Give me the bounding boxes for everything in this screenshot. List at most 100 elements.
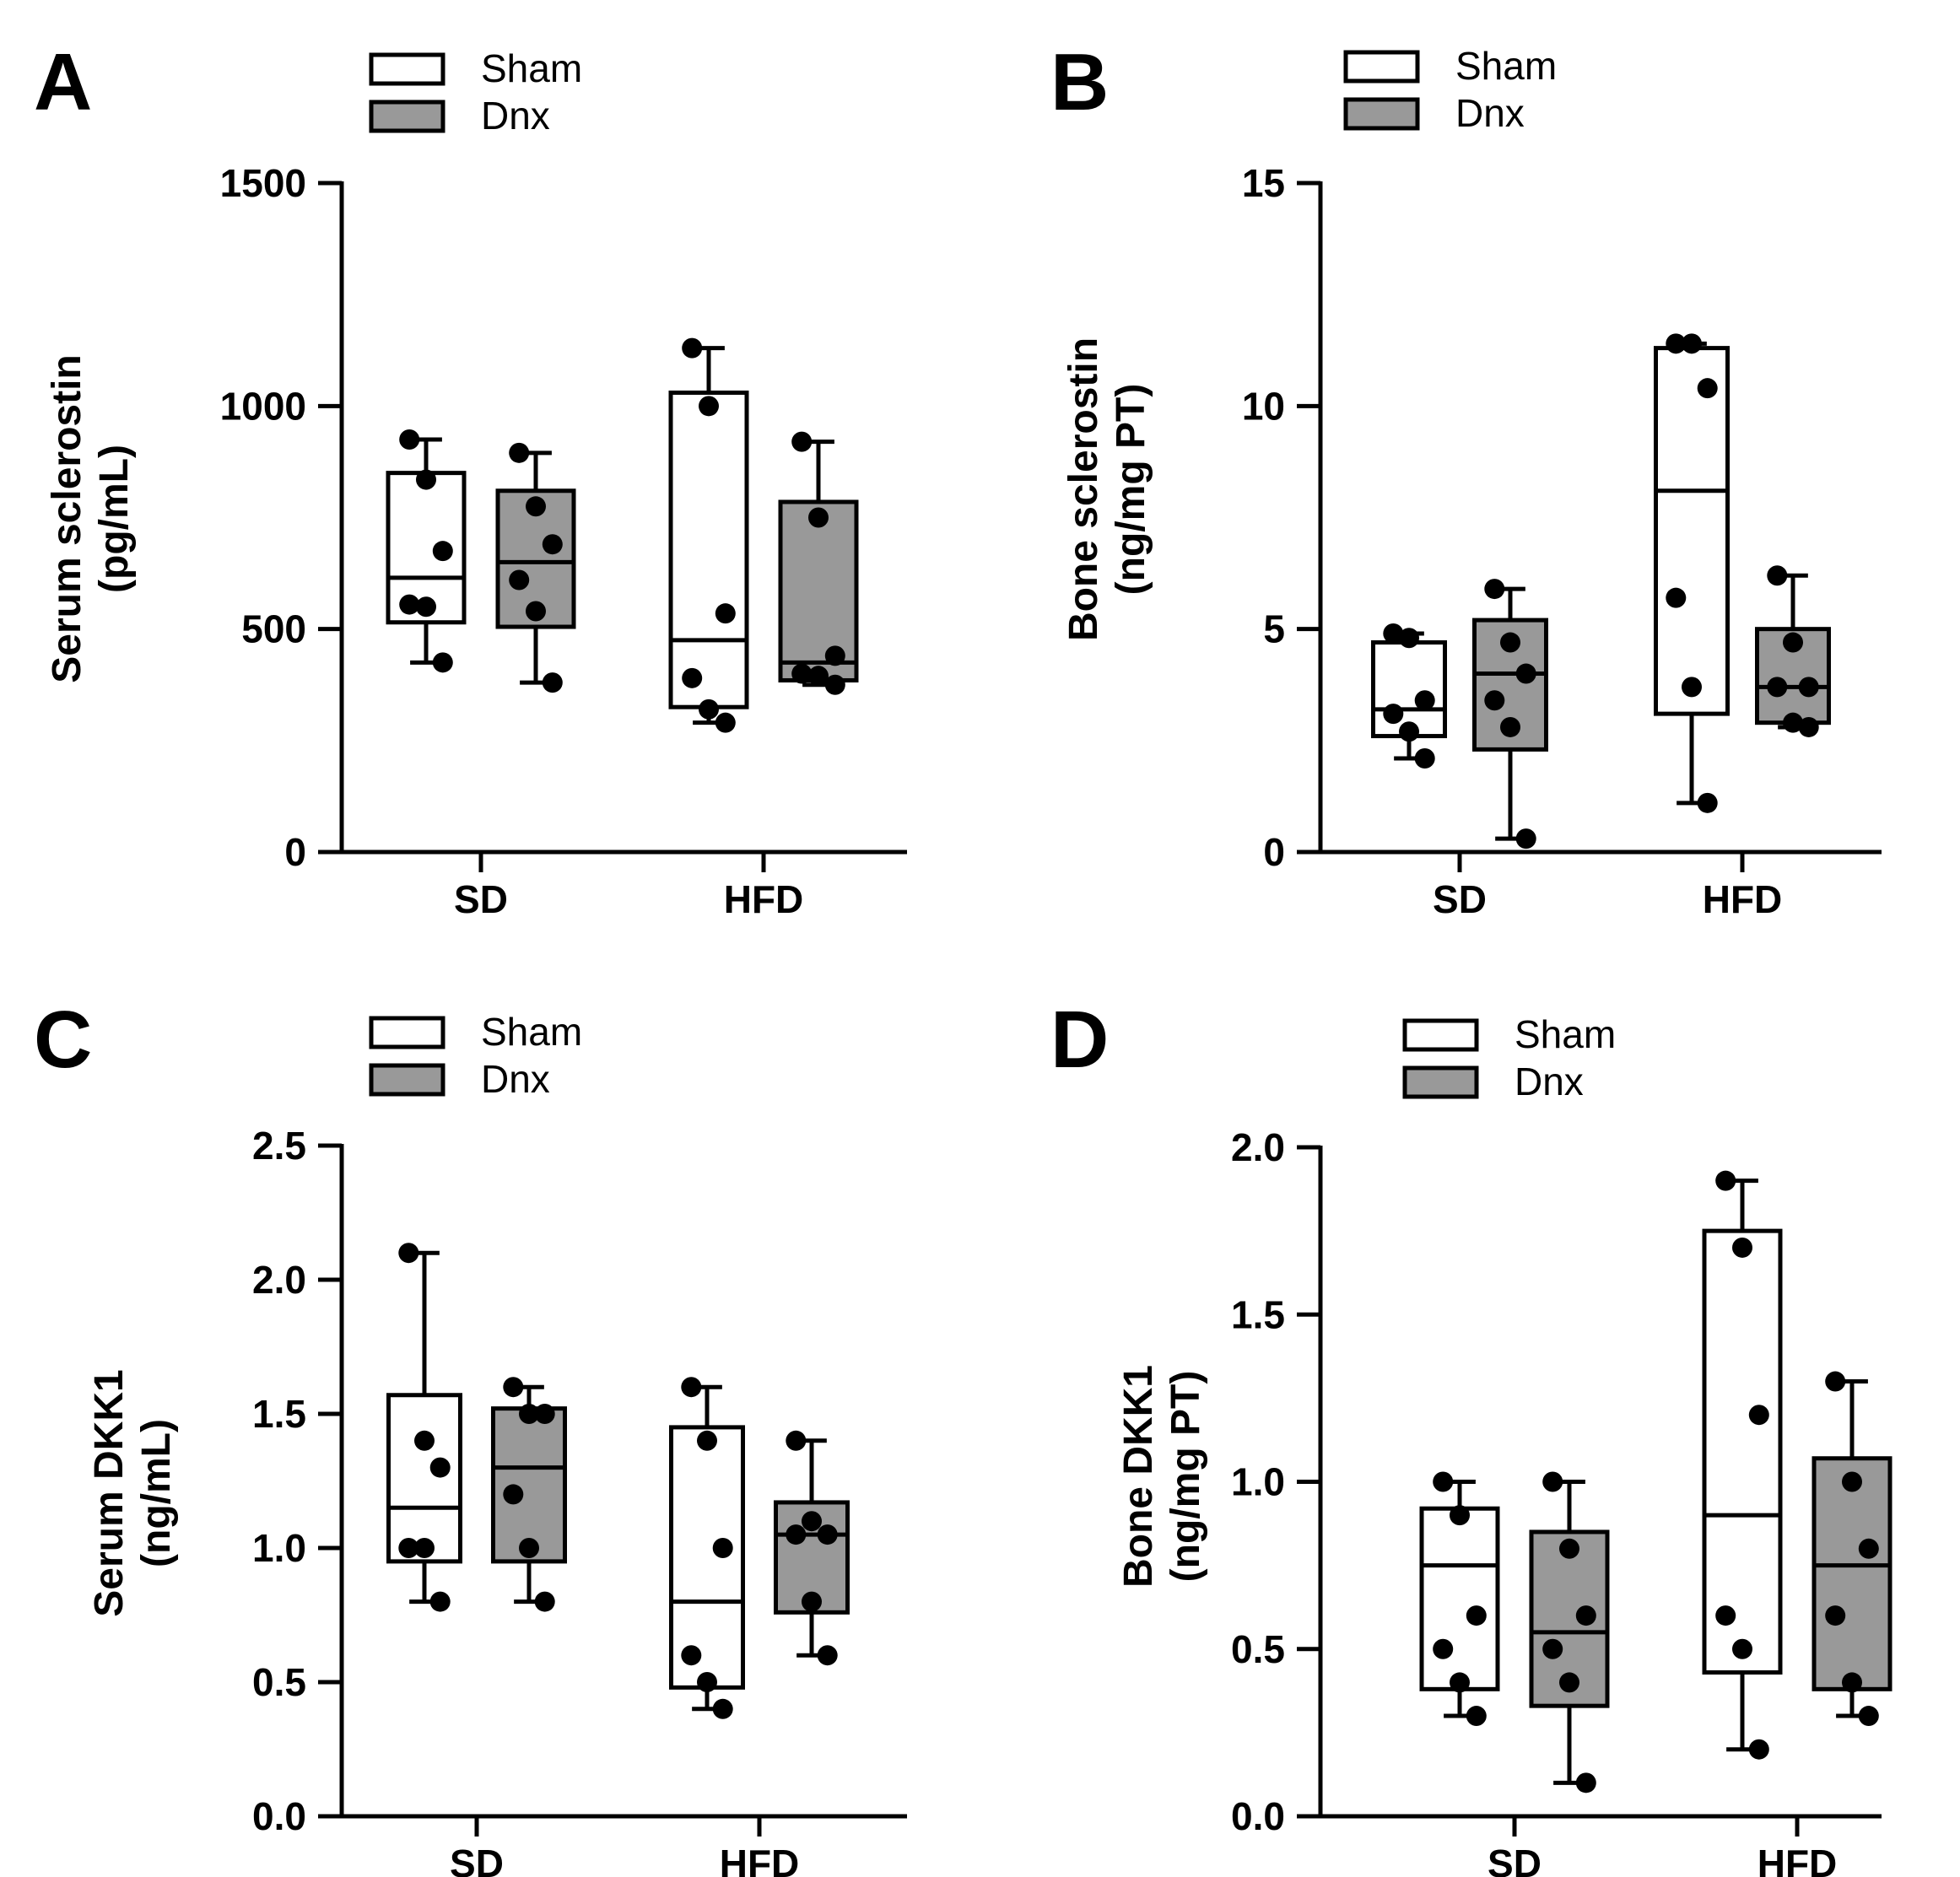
data-point [1858, 1538, 1879, 1559]
data-point [1399, 721, 1419, 742]
y-axis-title-line: (pg/mL) [92, 445, 137, 593]
data-point [1515, 663, 1536, 684]
y-axis-title-line: Bone DKK1 [1116, 1365, 1161, 1588]
y-tick-label: 0 [284, 830, 306, 874]
data-point [1383, 704, 1404, 725]
data-point [697, 1430, 717, 1451]
box-sham-sd [1419, 1471, 1500, 1727]
legend-swatch-sham [369, 1016, 445, 1049]
data-point [802, 1591, 822, 1612]
data-point [1732, 1638, 1752, 1659]
x-tick-label-hfd: HFD [720, 1842, 800, 1877]
data-point [1383, 623, 1404, 644]
y-axis-title: Serum sclerostin(pg/mL) [45, 354, 137, 682]
legend-label-dnx: Dnx [481, 1057, 550, 1101]
y-tick-label: 0.0 [252, 1794, 306, 1838]
legend-swatch-sham [1402, 1018, 1479, 1052]
x-tick-label-hfd: HFD [1703, 877, 1783, 921]
data-point [416, 469, 436, 490]
box-dnx-hfd [1812, 1371, 1893, 1727]
data-point [1500, 716, 1520, 737]
data-point [699, 698, 719, 720]
legend-label-sham: Sham [481, 46, 582, 90]
data-point [1858, 1706, 1879, 1727]
box-dnx-hfd [778, 431, 859, 695]
data-point [1466, 1706, 1487, 1727]
data-point [503, 1484, 524, 1505]
y-tick-label: 0.0 [1231, 1794, 1285, 1838]
y-axis-title: Bone DKK1(ng/mg PT) [1116, 1365, 1208, 1588]
data-point [1542, 1471, 1563, 1492]
legend-swatch-dnx [1343, 97, 1420, 131]
y-tick-label: 0.5 [1231, 1627, 1285, 1671]
data-point [414, 1538, 435, 1558]
data-point [1697, 792, 1718, 813]
data-point [808, 507, 829, 528]
data-point [542, 534, 563, 555]
data-point [697, 1672, 717, 1692]
y-axis-title: Bone sclerostin(ng/mg PT) [1061, 337, 1153, 641]
data-point [681, 1377, 702, 1398]
box-dnx-sd [495, 442, 576, 693]
data-point [1450, 1672, 1470, 1693]
data-point [1484, 579, 1505, 600]
y-axis-title-line: (ng/mg PT) [1109, 384, 1153, 596]
y-axis-title-line: (ng/mg PT) [1164, 1371, 1208, 1583]
y-tick-label: 15 [1242, 161, 1285, 205]
panel-letter: C [34, 995, 92, 1085]
y-tick-label: 1.5 [1231, 1292, 1285, 1336]
data-point [1433, 1638, 1454, 1659]
data-point [1559, 1672, 1579, 1693]
y-tick-label: 1.0 [1231, 1460, 1285, 1504]
x-tick-label-hfd: HFD [1758, 1842, 1838, 1877]
data-point [414, 1430, 435, 1451]
y-tick-label: 1.0 [252, 1526, 306, 1570]
legend-label-sham: Sham [481, 1010, 582, 1054]
box-body [668, 390, 749, 709]
legend-swatch-sham [1343, 50, 1420, 84]
data-point [534, 1404, 555, 1424]
box-body [1702, 1228, 1783, 1675]
data-point [509, 442, 530, 463]
panel-letter: B [1050, 37, 1109, 127]
data-point [682, 667, 703, 688]
data-point [432, 652, 453, 673]
x-tick-label-sd: SD [1433, 877, 1487, 921]
data-point [1798, 677, 1819, 698]
data-point [1484, 690, 1505, 711]
data-point [1767, 677, 1788, 698]
data-point [1798, 716, 1819, 737]
box-body [669, 1425, 745, 1690]
legend-swatch-dnx [369, 100, 445, 133]
data-point [1748, 1405, 1769, 1426]
y-tick-label: 1500 [220, 161, 306, 205]
data-point [1825, 1605, 1846, 1626]
x-tick-label-hfd: HFD [724, 877, 804, 921]
data-point [398, 1243, 419, 1264]
y-tick-label: 2.0 [252, 1258, 306, 1302]
data-point [681, 1645, 702, 1666]
data-point [1825, 1371, 1846, 1392]
data-point [712, 1698, 733, 1719]
data-point [712, 1538, 733, 1558]
legend-swatch-sham [369, 52, 445, 86]
y-axis-title: Serum DKK1(ng/mL) [87, 1369, 179, 1616]
data-point [429, 1591, 451, 1612]
data-point [824, 645, 845, 666]
y-axis-title-line: Bone sclerostin [1061, 337, 1106, 641]
y-tick-label: 2.5 [252, 1124, 306, 1168]
data-point [1414, 690, 1435, 711]
y-tick-label: 500 [241, 607, 306, 651]
y-tick-label: 1.5 [252, 1392, 306, 1436]
data-point [1732, 1237, 1752, 1258]
data-point [1682, 677, 1702, 698]
box-dnx-sd [1529, 1471, 1610, 1793]
